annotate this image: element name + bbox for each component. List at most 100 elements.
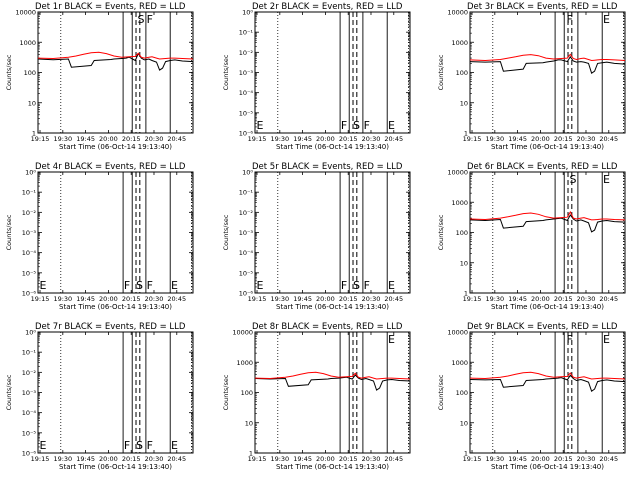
x-tick-label: 19:45	[293, 295, 312, 303]
y-tick-label: 10⁰	[25, 169, 36, 177]
phase-annotation: F	[341, 279, 347, 292]
x-tick-label: 20:45	[167, 135, 186, 143]
y-tick-label: 10⁻⁶	[22, 290, 37, 298]
x-tick-label: 19:30	[270, 295, 289, 303]
phase-annotation: F	[364, 119, 370, 132]
y-tick-label: 1	[32, 130, 36, 138]
axes-frame	[254, 331, 411, 454]
phase-annotation: E	[603, 333, 610, 346]
y-tick-label: 100	[456, 69, 468, 77]
x-tick-label: 20:30	[577, 455, 596, 463]
x-tick-label: 19:15	[31, 295, 50, 303]
x-tick-label: 19:30	[485, 135, 504, 143]
x-tick-label: 19:15	[463, 135, 482, 143]
phase-annotation: E	[388, 333, 395, 346]
y-tick-label: 10⁻³	[22, 389, 37, 397]
phase-annotation: S	[136, 279, 143, 292]
x-tick-label: 20:30	[362, 295, 381, 303]
y-tick-label: 10⁻¹	[239, 189, 254, 197]
x-tick-label: 19:30	[270, 135, 289, 143]
y-axis-label: Counts/sec	[222, 214, 230, 250]
x-tick-label: 19:15	[248, 295, 267, 303]
phase-annotation: F	[124, 279, 130, 292]
phase-annotation: F	[147, 279, 153, 292]
lld-series-line	[469, 371, 626, 380]
y-tick-label: 1000	[451, 359, 468, 367]
phase-annotation: F	[566, 13, 572, 26]
phase-annotation: S	[353, 279, 360, 292]
phase-annotation: S	[353, 119, 360, 132]
panel-title: Det 5r BLACK = Events, RED = LLD	[252, 162, 403, 172]
y-tick-label: 10⁻⁴	[22, 249, 37, 257]
panel-title: Det 1r BLACK = Events, RED = LLD	[35, 2, 186, 12]
y-tick-label: 10⁻³	[22, 229, 37, 237]
panel-title: Det 4r BLACK = Events, RED = LLD	[35, 162, 186, 172]
events-series-line	[254, 374, 411, 391]
y-tick-label: 10000	[15, 9, 36, 17]
y-axis-label: Counts/sec	[5, 54, 13, 90]
x-tick-label: 20:30	[362, 455, 381, 463]
y-tick-label: 1000	[451, 199, 468, 207]
phase-annotation: E	[388, 119, 395, 132]
y-tick-label: 10⁻²	[239, 209, 254, 217]
events-series-line	[469, 55, 626, 74]
y-tick-label: 10⁻³	[239, 229, 254, 237]
x-tick-label: 20:00	[316, 135, 335, 143]
x-tick-label: 19:45	[508, 135, 527, 143]
phase-annotation: E	[603, 173, 610, 186]
y-tick-label: 100	[241, 389, 253, 397]
x-tick-label: 20:15	[122, 455, 141, 463]
phase-annotation: S	[136, 439, 143, 452]
y-axis-label: Counts/sec	[437, 54, 445, 90]
axes-frame	[469, 171, 626, 294]
x-tick-label: 19:15	[248, 455, 267, 463]
x-tick-label: 20:30	[145, 295, 164, 303]
x-tick-label: 19:15	[463, 455, 482, 463]
x-axis-label: Start Time (06-Oct-14 19:13:40)	[276, 303, 389, 311]
phase-annotation: S	[138, 13, 145, 26]
y-axis-label: Counts/sec	[437, 374, 445, 410]
x-tick-label: 20:00	[99, 455, 118, 463]
x-axis-label: Start Time (06-Oct-14 19:13:40)	[491, 463, 604, 471]
x-tick-label: 20:00	[531, 135, 550, 143]
phase-annotation: F	[147, 439, 153, 452]
lld-series-line	[469, 210, 626, 221]
y-tick-label: 10⁰	[242, 9, 253, 17]
events-series-line	[469, 374, 626, 392]
x-tick-label: 19:30	[485, 455, 504, 463]
y-tick-label: 1000	[451, 39, 468, 47]
x-tick-label: 20:30	[577, 135, 596, 143]
x-tick-label: 19:45	[508, 295, 527, 303]
y-tick-label: 1	[464, 130, 468, 138]
y-tick-label: 10	[460, 259, 468, 267]
y-tick-label: 10	[245, 419, 253, 427]
x-tick-label: 20:45	[167, 455, 186, 463]
x-axis-label: Start Time (06-Oct-14 19:13:40)	[276, 143, 389, 151]
x-tick-label: 19:45	[293, 455, 312, 463]
x-tick-label: 20:00	[316, 455, 335, 463]
x-tick-label: 20:45	[167, 295, 186, 303]
y-tick-label: 100	[24, 69, 36, 77]
panel-det-1: Det 1r BLACK = Events, RED = LLD 19:15 19:…	[5, 2, 194, 151]
x-tick-label: 19:30	[53, 135, 72, 143]
phase-annotation: F	[124, 439, 130, 452]
x-axis-label: Start Time (06-Oct-14 19:13:40)	[59, 143, 172, 151]
y-axis-label: Counts/sec	[5, 374, 13, 410]
panel-det-9: Det 9r BLACK = Events, RED = LLD 19:15 19:…	[437, 322, 626, 471]
phase-annotation: E	[171, 439, 178, 452]
y-tick-label: 10⁻³	[239, 69, 254, 77]
y-axis-label: Counts/sec	[222, 374, 230, 410]
y-tick-label: 10⁻⁴	[239, 89, 254, 97]
y-tick-label: 10⁻¹	[239, 29, 254, 37]
panel-title: Det 8r BLACK = Events, RED = LLD	[252, 322, 403, 332]
y-tick-label: 10⁻⁶	[22, 450, 37, 458]
panel-title: Det 3r BLACK = Events, RED = LLD	[467, 2, 618, 12]
y-tick-label: 10⁻²	[22, 209, 37, 217]
x-tick-label: 19:15	[31, 135, 50, 143]
panel-title: Det 9r BLACK = Events, RED = LLD	[467, 322, 618, 332]
y-tick-label: 10⁻⁶	[239, 130, 254, 138]
y-tick-label: 100	[456, 229, 468, 237]
x-tick-label: 20:30	[577, 295, 596, 303]
